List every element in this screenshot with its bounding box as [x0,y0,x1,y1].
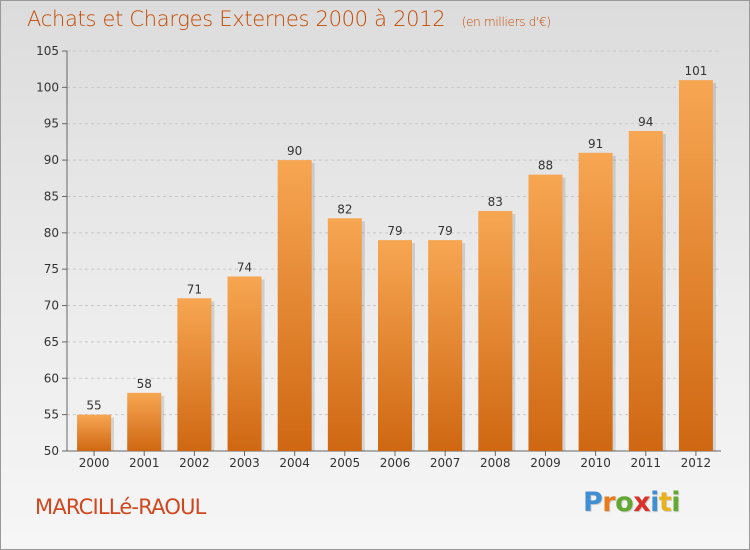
bar [277,160,312,451]
brand-letter: o [615,487,634,518]
x-tick-label: 2009 [530,456,561,470]
data-label: 79 [387,224,402,238]
y-tick-label: 65 [44,335,59,349]
proxiti-logo: Proxiti [583,487,681,518]
chart-title-text: Achats et Charges Externes 2000 à 2012 [27,7,446,31]
y-tick-label: 100 [36,80,59,94]
x-tick-label: 2006 [380,456,411,470]
bar [478,211,513,451]
data-label: 91 [588,137,603,151]
bar [378,240,412,451]
y-tick-label: 70 [44,299,59,313]
bar [628,131,663,451]
y-tick-label: 80 [44,226,59,240]
y-tick-label: 60 [44,371,59,385]
y-tick-label: 50 [44,444,59,458]
x-tick-label: 2004 [279,456,310,470]
brand-letter: P [583,487,603,518]
x-tick-label: 2002 [179,456,210,470]
bar [678,80,713,451]
x-tick-label: 2000 [79,456,110,470]
x-tick-label: 2003 [229,456,260,470]
commune-name: MARCILLé-RAOUL [35,495,206,519]
brand-letter: i [671,487,681,518]
bar [227,276,262,451]
data-label: 71 [187,282,202,296]
bar [428,240,463,451]
data-label: 55 [86,399,101,413]
data-label: 74 [237,260,252,274]
data-label: 82 [337,202,352,216]
bar [578,152,613,451]
bar [77,414,112,451]
brand-letter: i [650,487,659,518]
x-tick-label: 2007 [430,456,461,470]
x-tick-label: 2001 [129,456,160,470]
bar [327,218,362,451]
bar [177,298,212,451]
x-tick-label: 2005 [330,456,361,470]
data-label: 94 [638,115,653,129]
chart-title: Achats et Charges Externes 2000 à 2012 (… [27,7,551,31]
data-label: 58 [137,377,152,391]
data-label: 83 [488,195,503,209]
data-label: 90 [287,144,302,158]
brand-letter: r [602,487,616,518]
x-tick-label: 2012 [681,456,712,470]
data-label: 88 [538,159,553,173]
x-tick-label: 2010 [580,456,611,470]
y-tick-label: 55 [44,408,59,422]
bar [127,392,162,451]
bar [528,174,563,452]
y-tick-label: 90 [44,153,59,167]
y-tick-label: 95 [44,117,59,131]
brand-letter: t [658,487,672,518]
y-tick-label: 75 [44,262,59,276]
x-tick-label: 2011 [630,456,661,470]
data-label: 101 [684,64,707,78]
data-label: 79 [438,224,453,238]
brand-letter: x [633,487,651,518]
x-tick-label: 2008 [480,456,511,470]
y-tick-label: 105 [36,44,59,58]
chart-subtitle: (en milliers d'€) [461,15,551,29]
y-tick-label: 85 [44,189,59,203]
